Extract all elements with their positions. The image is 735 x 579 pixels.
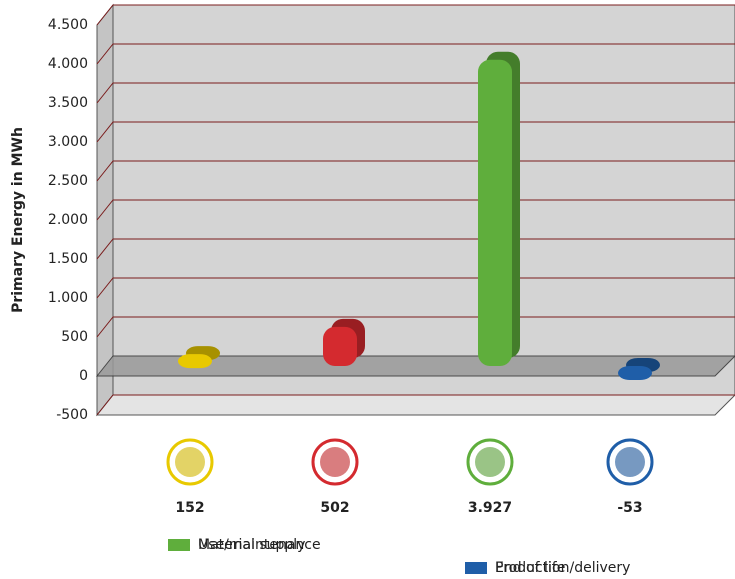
y-tick-label: 1.500 [48, 251, 88, 267]
category-icon-inner [475, 447, 505, 477]
grid-line [96, 238, 735, 260]
bar-group [323, 318, 365, 366]
category-icon-inner [615, 447, 645, 477]
y-tick-label: 4.000 [48, 56, 88, 72]
grid-line [96, 199, 735, 221]
bar-group [478, 51, 520, 366]
legend-label: Use/maintenance [198, 537, 321, 553]
grid-line [96, 394, 735, 416]
bar-group [618, 358, 660, 380]
value-label: 502 [320, 500, 349, 516]
grid-line [96, 277, 735, 299]
y-tick-label: 500 [61, 329, 88, 345]
y-tick-label: 3.000 [48, 134, 88, 150]
grid-line [96, 4, 735, 26]
grid-line [96, 160, 735, 182]
legend-label: Material supply [198, 537, 305, 553]
value-label: 152 [175, 500, 204, 516]
legend-swatch [168, 539, 190, 551]
y-tick-label: 3.500 [48, 95, 88, 111]
grid-line [96, 82, 735, 104]
value-label: 3.927 [468, 500, 512, 516]
grid-line [96, 121, 735, 143]
bar [478, 59, 512, 366]
grid-line [96, 316, 735, 338]
legend-label: Production/delivery [495, 560, 630, 576]
base-floor [95, 394, 735, 416]
value-label: -53 [617, 500, 642, 516]
y-tick-label: -500 [56, 407, 88, 423]
y-tick-label: 1.000 [48, 290, 88, 306]
category-icon-inner [175, 447, 205, 477]
y-tick-label: 4.500 [48, 17, 88, 33]
legend-label: End of life [495, 560, 565, 576]
bar [323, 326, 357, 366]
grid-line [96, 43, 735, 65]
bar [618, 366, 652, 380]
bar-group [178, 346, 220, 369]
y-tick-label: 0 [79, 368, 88, 384]
y-tick-label: 2.000 [48, 212, 88, 228]
bar [178, 354, 212, 369]
legend-swatch [465, 562, 487, 574]
category-icon-inner [320, 447, 350, 477]
y-tick-label: 2.500 [48, 173, 88, 189]
y-axis-label: Primary Energy in MWh [10, 127, 26, 313]
zero-floor [95, 355, 735, 377]
